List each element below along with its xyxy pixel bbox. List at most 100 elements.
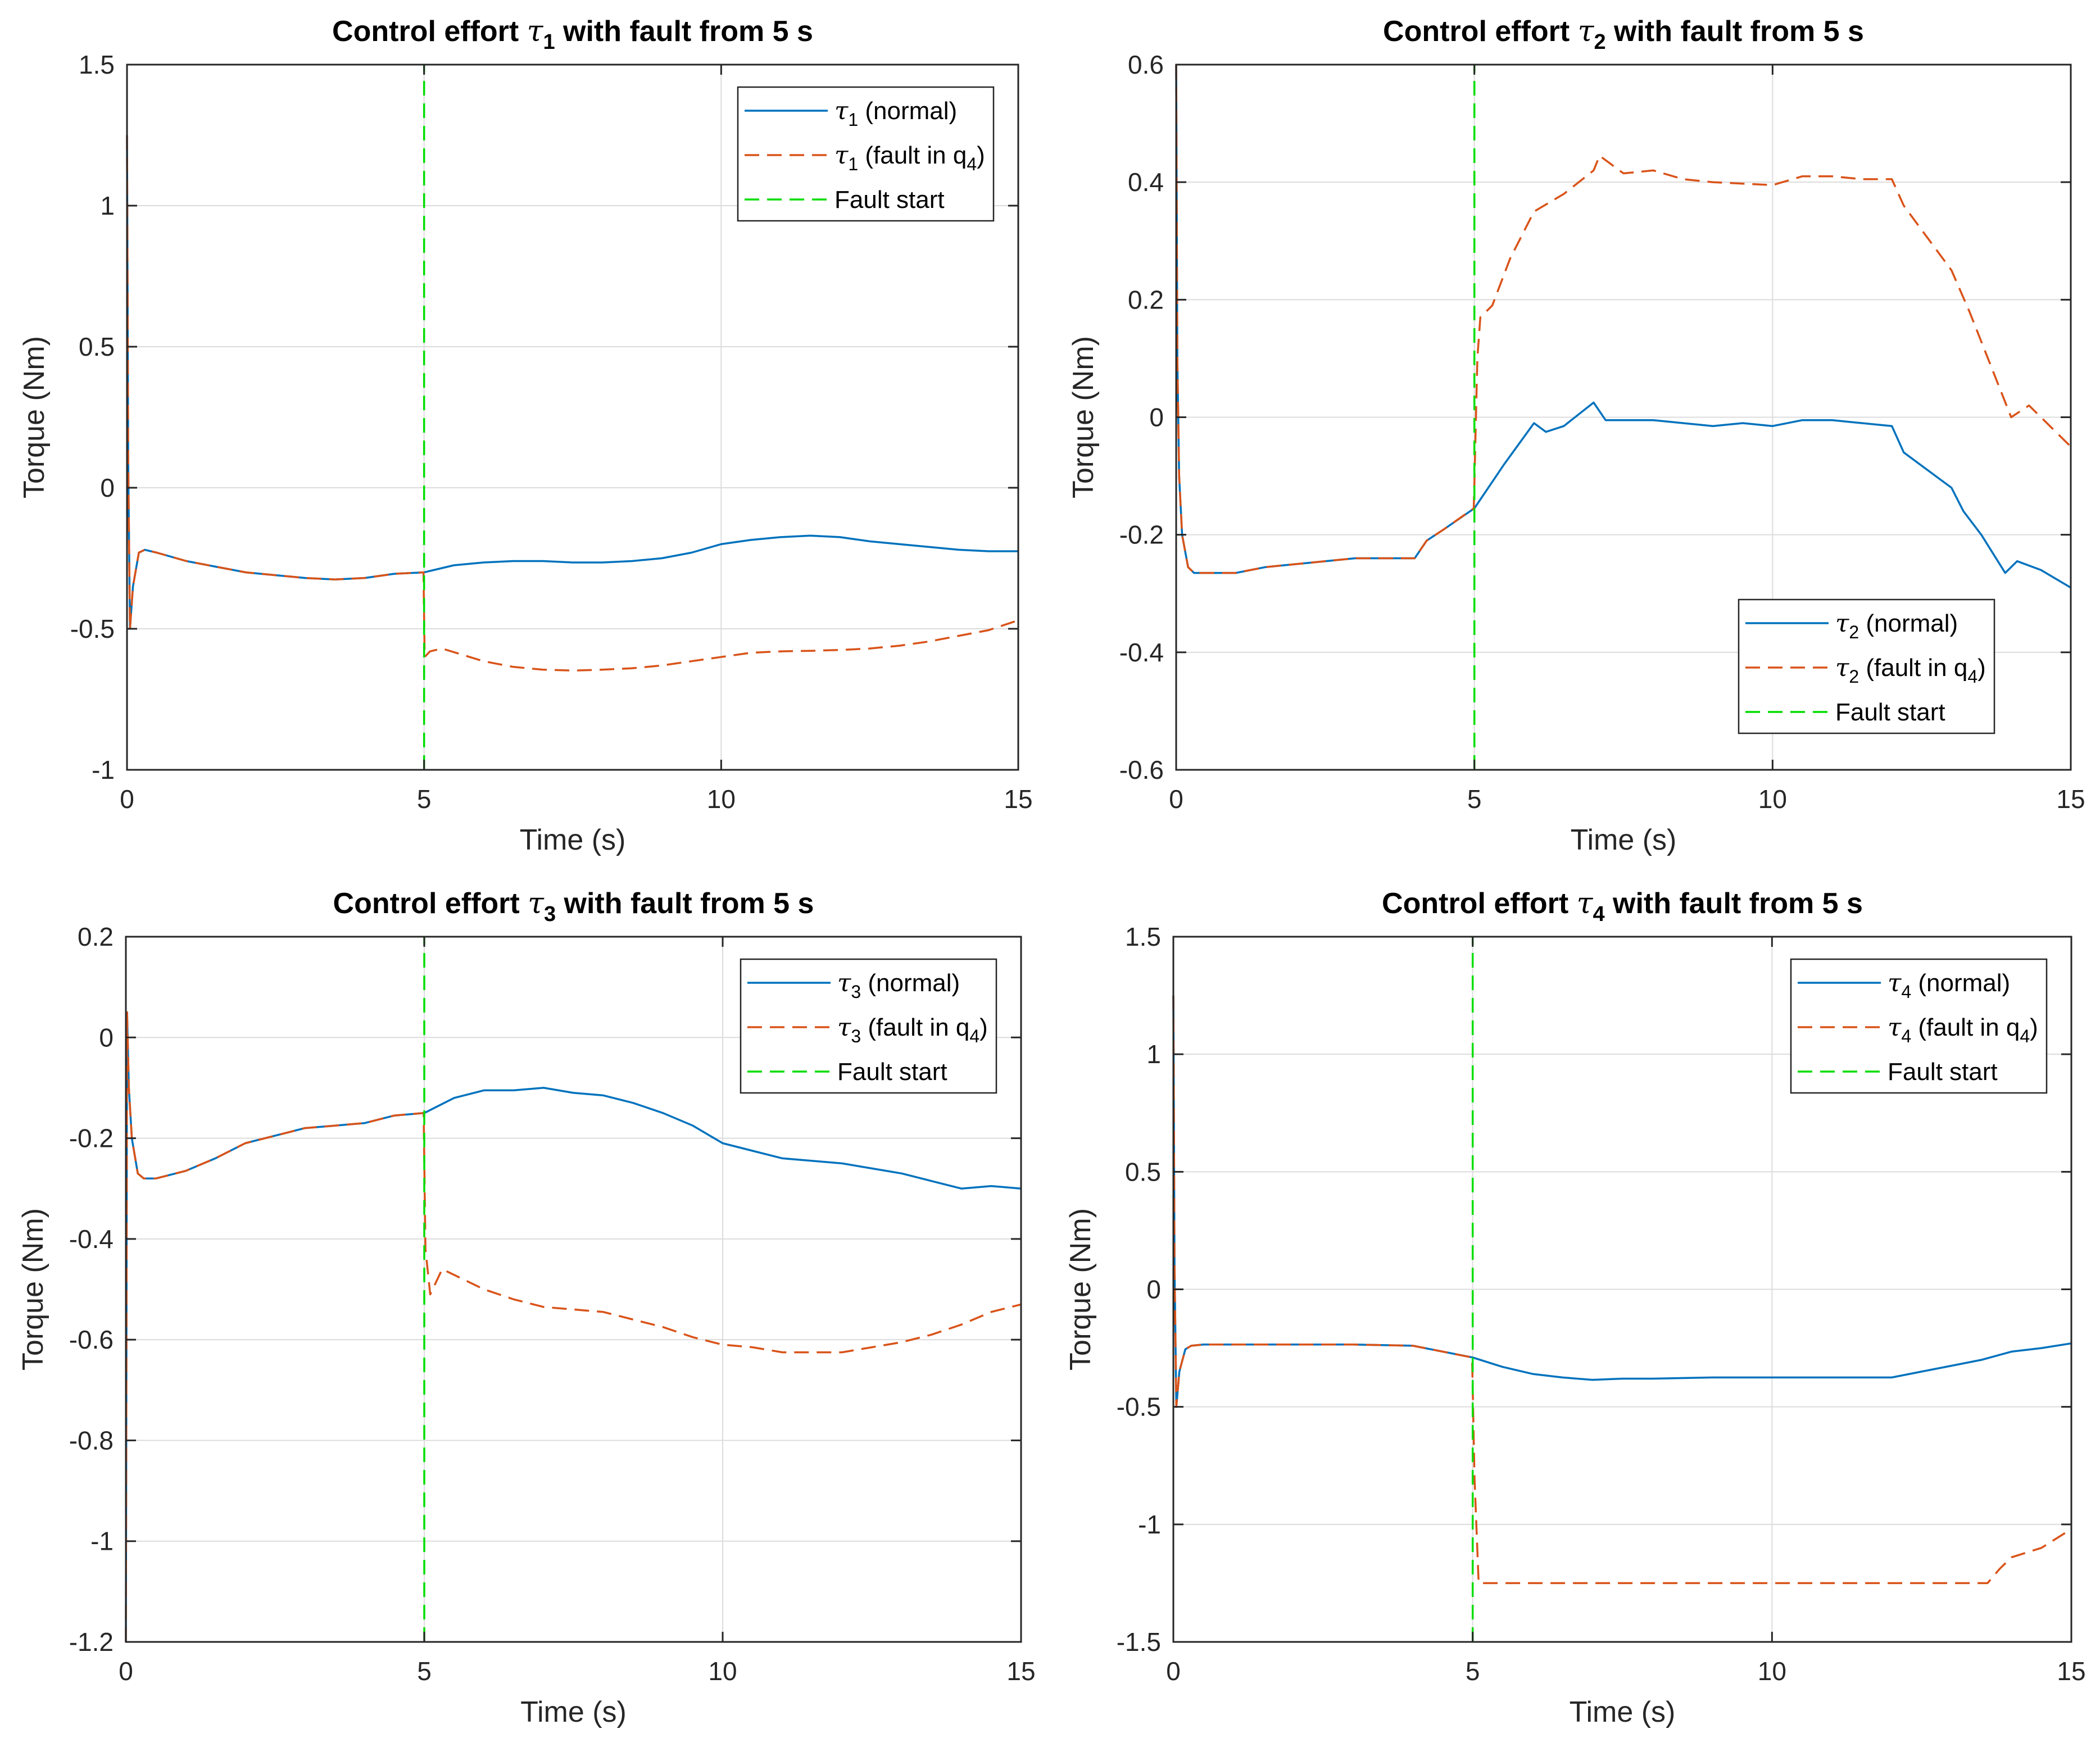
- title-symbol: τ: [1578, 15, 1595, 48]
- legend-label-subscript: 4: [967, 154, 977, 174]
- y-tick-label: -0.2: [1119, 520, 1164, 550]
- legend-entry: Fault start: [1888, 1058, 1998, 1086]
- title-prefix: Control effort: [1382, 887, 1577, 920]
- x-tick-label: 5: [417, 1657, 432, 1686]
- legend-symbol: τ: [1835, 609, 1849, 638]
- legend-label: (fault in q: [1911, 1014, 2020, 1041]
- y-tick-label: 1: [100, 191, 115, 220]
- legend-symbol: τ: [1835, 654, 1849, 682]
- legend-subscript: 4: [1901, 1026, 1911, 1046]
- title-suffix: with fault from 5 s: [1605, 887, 1863, 920]
- legend-label: (fault in q: [858, 142, 967, 169]
- legend-label: Fault start: [1835, 698, 1945, 726]
- legend: τ4 (normal) τ4 (fault in q4) Fault start: [1790, 958, 2048, 1094]
- legend-label-subscript: 4: [969, 1026, 979, 1046]
- legend-entry: Fault start: [834, 186, 945, 214]
- y-tick-label: -0.4: [1119, 638, 1164, 667]
- legend-entry: τ3 (normal): [837, 969, 960, 1002]
- legend-entry: τ1 (normal): [834, 97, 957, 130]
- x-axis-label: Time (s): [520, 1696, 627, 1728]
- x-tick-label: 10: [1758, 1657, 1786, 1686]
- title-suffix: with fault from 5 s: [1606, 15, 1864, 48]
- legend-entry: τ4 (fault in q4): [1888, 1013, 2038, 1046]
- y-tick-label: -1: [1138, 1510, 1161, 1539]
- title-subscript: 1: [543, 30, 555, 54]
- x-axis-label: Time (s): [1571, 824, 1677, 856]
- legend: τ3 (normal) τ3 (fault in q4) Fault start: [740, 958, 997, 1094]
- x-tick-label: 15: [2056, 784, 2085, 814]
- x-tick-label: 5: [1466, 1657, 1480, 1686]
- legend-label: (normal): [1859, 610, 1958, 637]
- legend-entry: τ2 (fault in q4): [1835, 654, 1986, 687]
- y-tick-label: 0: [99, 1023, 114, 1052]
- title-subscript: 4: [1593, 902, 1604, 926]
- chart-panel-3: 0 5 10 15 -1.2 -1 -0.8 -0.6 -0.4 -0.2 0 0.2 Time (s)…: [17, 887, 1036, 1728]
- legend-label-end: ): [1977, 654, 1986, 682]
- y-tick-label: -0.4: [69, 1224, 114, 1254]
- axes-box: [126, 63, 1019, 771]
- title-symbol: τ: [527, 15, 544, 48]
- legend-label: (fault in q: [861, 1014, 969, 1041]
- legend-label-end: ): [977, 142, 985, 169]
- series-line-fault: [126, 135, 1019, 672]
- series-line-normal: [1175, 64, 2071, 589]
- chart-title: Control effort τ3 with fault from 5 s: [333, 887, 814, 926]
- x-tick-label: 0: [120, 784, 134, 814]
- x-tick-label: 0: [1169, 784, 1183, 814]
- chart-panel-2: 0 5 10 15 -0.6 -0.4 -0.2 0 0.2 0.4 0.6 Time (s) Torq…: [1067, 15, 2085, 856]
- title-prefix: Control effort: [332, 15, 527, 48]
- y-axis-label: Torque (Nm): [17, 1208, 49, 1371]
- legend-symbol: τ: [834, 141, 849, 170]
- title-subscript: 3: [544, 902, 556, 926]
- x-axis-label: Time (s): [520, 824, 626, 856]
- x-tick-label: 5: [1467, 784, 1482, 814]
- legend-label: (fault in q: [1859, 654, 1967, 682]
- title-prefix: Control effort: [1383, 15, 1578, 48]
- legend: τ1 (normal)τ1 (fault in q4)Fault start: [737, 86, 995, 222]
- legend-subscript: 1: [848, 110, 858, 130]
- x-axis-label: Time (s): [1570, 1696, 1676, 1728]
- x-tick-label: 15: [2057, 1657, 2085, 1686]
- y-tick-label: -1.2: [69, 1627, 114, 1657]
- title-symbol: τ: [528, 887, 545, 920]
- legend-label: Fault start: [1888, 1058, 1998, 1086]
- y-tick-label: -0.5: [1117, 1392, 1161, 1422]
- y-tick-label: -0.2: [69, 1124, 114, 1153]
- title-prefix: Control effort: [333, 887, 528, 920]
- legend-entry: τ4 (normal): [1888, 969, 2010, 1002]
- legend-symbol: τ: [837, 969, 851, 997]
- legend-label: (normal): [858, 97, 957, 125]
- legend-symbol: τ: [1888, 1013, 1902, 1042]
- axes-box: [125, 936, 1022, 1643]
- x-tick-label: 15: [1004, 784, 1032, 814]
- y-tick-label: 0: [1146, 1275, 1161, 1304]
- y-tick-label: 1: [1146, 1040, 1161, 1069]
- y-tick-label: 0.4: [1128, 167, 1164, 197]
- legend-label-subscript: 4: [1967, 666, 1977, 687]
- legend: τ2 (normal)τ2 (fault in q4)Fault start: [1738, 598, 1995, 734]
- series-line-fault: [1175, 64, 2072, 574]
- legend-subscript: 1: [848, 154, 858, 174]
- y-tick-label: 0: [100, 473, 115, 502]
- legend-entry: Fault start: [1835, 698, 1945, 726]
- legend-symbol: τ: [834, 97, 849, 125]
- title-suffix: with fault from 5 s: [555, 15, 813, 48]
- y-tick-label: -1: [92, 755, 115, 784]
- series-line-fault: [1172, 995, 2072, 1585]
- legend-label-end: ): [2030, 1014, 2038, 1041]
- x-tick-label: 0: [119, 1657, 133, 1686]
- title-suffix: with fault from 5 s: [556, 887, 814, 920]
- legend-subscript: 3: [851, 982, 861, 1002]
- y-tick-label: 1.5: [79, 50, 115, 79]
- y-tick-label: 0: [1149, 403, 1164, 432]
- y-tick-label: -0.5: [70, 614, 115, 643]
- x-tick-label: 5: [417, 784, 432, 814]
- y-axis-label: Torque (Nm): [1067, 336, 1100, 498]
- x-tick-label: 10: [707, 784, 736, 814]
- legend-entry: τ3 (fault in q4): [837, 1013, 988, 1046]
- chart-title: Control effort τ4 with fault from 5 s: [1382, 887, 1863, 926]
- legend-entry: Fault start: [837, 1058, 947, 1086]
- legend-label: (normal): [861, 969, 960, 997]
- y-tick-label: -0.6: [1119, 755, 1164, 784]
